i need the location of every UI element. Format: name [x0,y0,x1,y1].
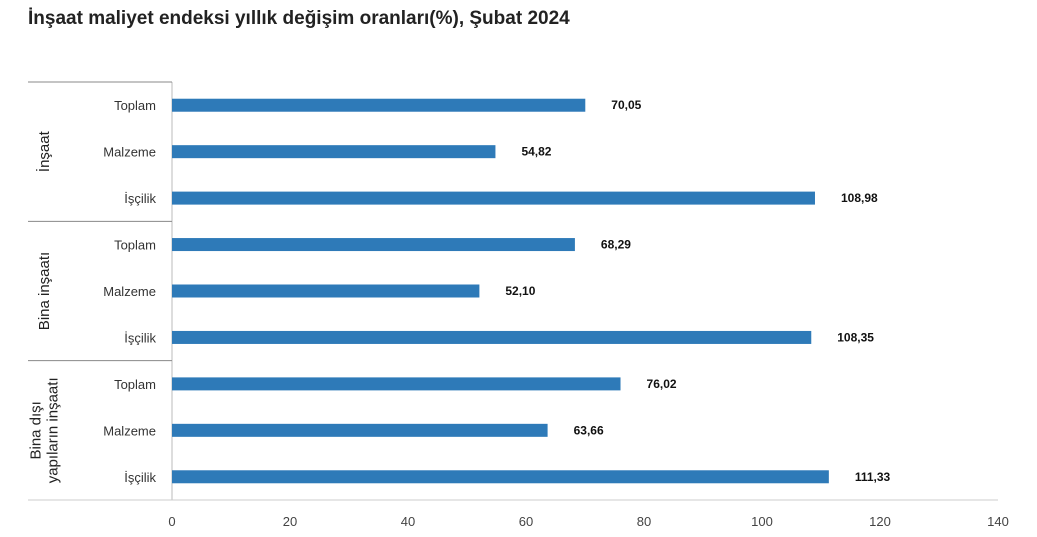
data-label: 63,66 [574,423,604,437]
x-tick-label: 80 [637,514,651,529]
data-label: 68,29 [601,238,631,252]
category-label: Malzeme [103,145,156,160]
group-label-line: Bina dışı [28,401,45,459]
category-label: Toplam [114,238,156,253]
data-label: 52,10 [505,284,535,298]
category-label: İşçilik [124,191,156,206]
data-label: 76,02 [647,377,677,391]
group-label: İnşaat [35,130,53,172]
x-tick-label: 40 [401,514,415,529]
category-label: Malzeme [103,423,156,438]
bar [172,470,829,484]
chart-title: İnşaat maliyet endeksi yıllık değişim or… [28,8,570,29]
category-label: Toplam [114,377,156,392]
bar [172,145,496,159]
data-label: 111,33 [855,470,891,484]
x-tick-label: 20 [283,514,297,529]
x-tick-label: 100 [751,514,773,529]
bar [172,284,480,298]
group-label-line: Bina inşaatı [36,252,53,330]
bar [172,238,575,252]
bar [172,191,815,205]
group-label: Bina inşaatı [36,252,53,330]
bar [172,98,586,112]
bar [172,377,621,391]
x-tick-label: 120 [869,514,891,529]
x-tick-label: 60 [519,514,533,529]
data-label: 108,35 [837,330,874,344]
group-label-line: yapıların inşaatı [45,377,62,483]
data-label: 54,82 [521,145,551,159]
bar [172,330,812,344]
category-label: Toplam [114,98,156,113]
category-label: İşçilik [124,330,156,345]
data-label: 70,05 [611,98,641,112]
data-label: 108,98 [841,191,878,205]
group-label: Bina dışıyapıların inşaatı [28,377,62,483]
category-label: Malzeme [103,284,156,299]
group-label-line: İnşaat [35,130,53,172]
x-tick-label: 0 [168,514,175,529]
category-label: İşçilik [124,470,156,485]
bar [172,423,548,437]
x-tick-label: 140 [987,514,1009,529]
